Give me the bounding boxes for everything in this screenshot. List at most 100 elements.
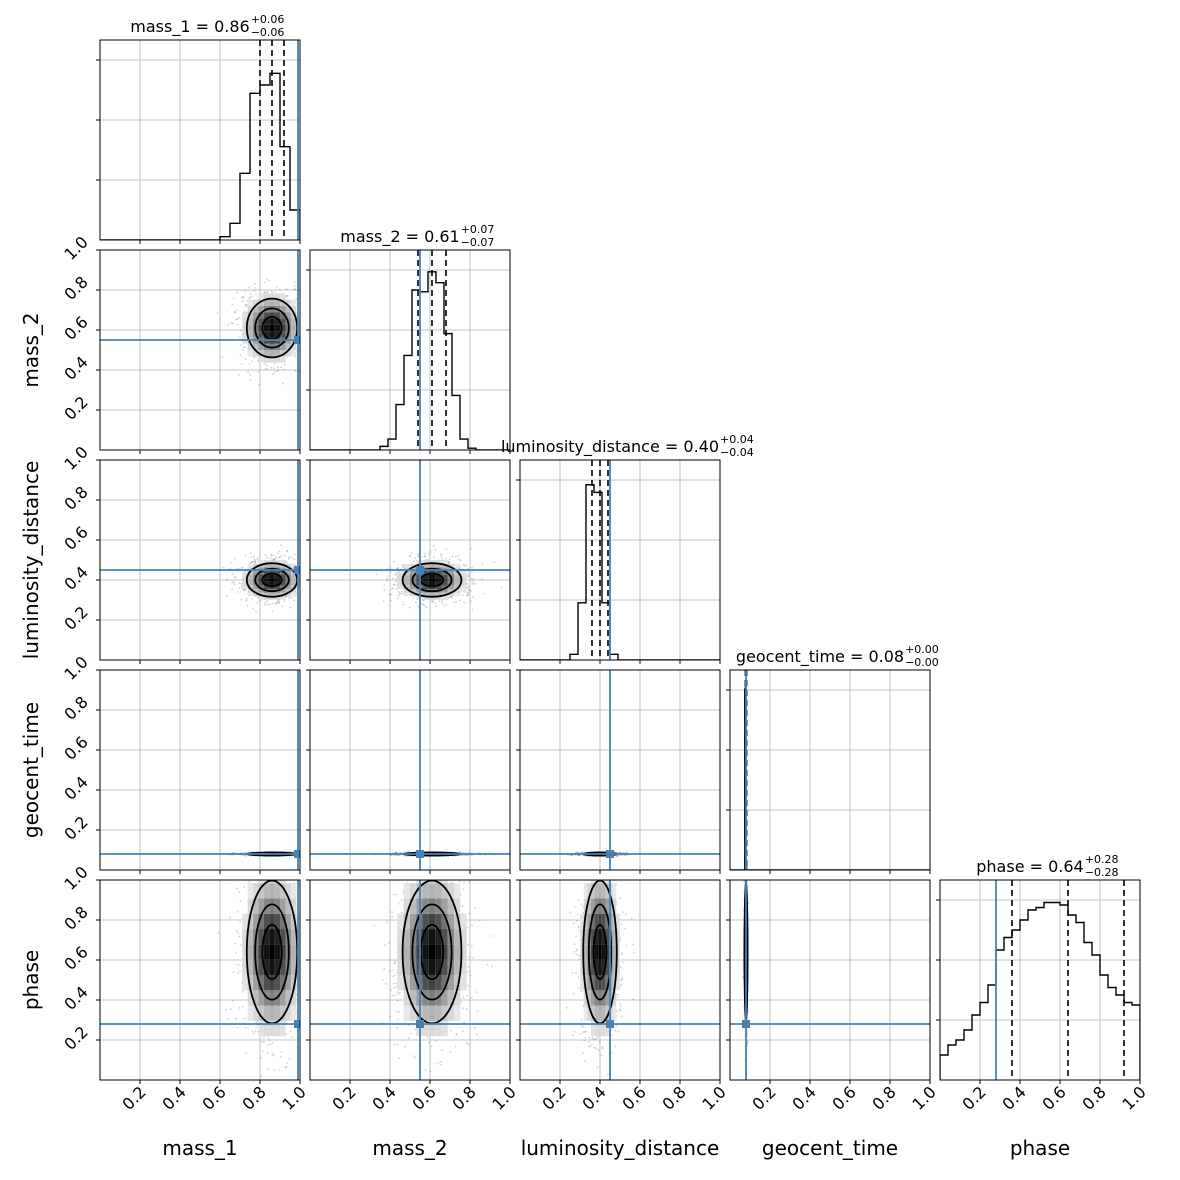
panel-frame	[519, 879, 721, 1081]
contour-2	[254, 567, 290, 593]
grid-lines	[310, 460, 510, 660]
x-tick-label: 1.0	[1118, 1082, 1149, 1113]
x-tick-label: 0.4	[788, 1082, 819, 1113]
y-axis-label-mass_2: mass_2	[19, 312, 43, 387]
x-tick-label: 0.8	[238, 1082, 269, 1113]
y-tick-label: 0.4	[60, 352, 91, 383]
title-upper-error: +0.06	[251, 13, 285, 26]
y-tick-label: 0.2	[60, 812, 91, 843]
truth-marker	[606, 1020, 614, 1028]
x-tick-label: 1.0	[698, 1082, 729, 1113]
x-tick-label: 0.4	[998, 1082, 1029, 1113]
grid-lines	[520, 880, 720, 1080]
title-upper-error: +0.00	[905, 643, 939, 656]
joint-panel-luminosity_distance-vs-geocent_time	[516, 669, 721, 874]
joint-panel-mass_1-vs-mass_2: 0.2 0.4 0.6 0.8 1.0 mass_2	[19, 232, 301, 454]
histogram-geocent_time	[730, 684, 930, 870]
y-tick-label: 0.6	[60, 942, 91, 973]
y-tick-label: 0.6	[60, 732, 91, 763]
panel-title-phase: phase = 0.64	[976, 857, 1083, 876]
truth-marker	[294, 336, 300, 344]
marginal-panel-luminosity_distance: luminosity_distance = 0.40 +0.04−0.04	[501, 433, 754, 664]
panel-frame	[729, 879, 931, 1081]
grid-lines	[730, 880, 930, 1080]
title-lower-error: −0.06	[251, 26, 285, 39]
y-tick-label: 1.0	[60, 232, 91, 263]
truth-marker	[416, 566, 424, 574]
marginal-panel-mass_1: mass_1 = 0.86 +0.06−0.06	[96, 13, 301, 244]
truth-marker	[606, 850, 614, 858]
truth-marker	[416, 850, 424, 858]
contour-1	[261, 923, 283, 981]
y-tick-label: 0.8	[60, 482, 91, 513]
y-tick-label: 0.8	[60, 272, 91, 303]
y-tick-label: 1.0	[60, 652, 91, 683]
histogram-mass_2	[310, 271, 510, 450]
x-tick-label: 0.8	[448, 1082, 479, 1113]
x-tick-label: 0.6	[828, 1082, 859, 1113]
x-axis-label-phase: phase	[1010, 1136, 1070, 1160]
y-axis-label-phase: phase	[19, 950, 43, 1010]
y-tick-label: 1.0	[60, 862, 91, 893]
contour-2	[254, 903, 290, 1001]
joint-panel-mass_1-vs-geocent_time: 0.2 0.4 0.6 0.8 1.0 geocent_time	[19, 652, 301, 874]
panel-title-luminosity_distance: luminosity_distance = 0.40	[501, 437, 719, 457]
panel-frame	[99, 249, 301, 451]
panel-frame	[309, 459, 511, 661]
panel-frame	[309, 249, 511, 451]
y-tick-label: 1.0	[60, 442, 91, 473]
y-tick-label: 0.2	[60, 392, 91, 423]
y-tick-label: 0.2	[60, 602, 91, 633]
panel-frame	[939, 879, 1141, 1081]
x-tick-label: 0.6	[408, 1082, 439, 1113]
x-tick-label: 0.6	[1038, 1082, 1069, 1113]
x-tick-label: 0.8	[868, 1082, 899, 1113]
y-axis-label-geocent_time: geocent_time	[19, 702, 43, 838]
y-tick-label: 0.6	[60, 312, 91, 343]
grid-lines	[520, 670, 720, 870]
y-tick-label: 0.8	[60, 692, 91, 723]
panel-frame	[729, 669, 931, 871]
marginal-panel-mass_2: mass_2 = 0.61 +0.07−0.07	[306, 223, 511, 454]
y-tick-label: 0.4	[60, 982, 91, 1013]
contour-2	[587, 903, 613, 1001]
grid-lines	[520, 460, 720, 660]
x-tick-label: 0.8	[658, 1082, 689, 1113]
grid-lines	[100, 460, 300, 660]
panel-frame	[99, 879, 301, 1081]
x-tick-label: 0.2	[118, 1082, 149, 1113]
y-tick-label: 0.4	[60, 562, 91, 593]
x-tick-label: 0.2	[328, 1082, 359, 1113]
grid-lines	[940, 880, 1140, 1080]
x-tick-label: 0.4	[368, 1082, 399, 1113]
x-axis-label-geocent_time: geocent_time	[762, 1136, 898, 1160]
x-tick-label: 1.0	[488, 1082, 519, 1113]
panel-frame	[99, 669, 301, 871]
x-tick-label: 0.2	[538, 1082, 569, 1113]
y-tick-label: 0.4	[60, 772, 91, 803]
joint-panel-mass_2-vs-luminosity_distance	[306, 459, 511, 664]
x-axis-label-mass_2: mass_2	[372, 1136, 447, 1160]
panel-frame	[99, 459, 301, 661]
x-tick-label: 0.6	[198, 1082, 229, 1113]
truth-marker	[294, 850, 300, 858]
histogram-phase	[940, 901, 1140, 1080]
title-lower-error: −0.00	[905, 656, 939, 669]
contour-1	[592, 923, 608, 981]
density-shading	[242, 880, 300, 1037]
panel-frame	[519, 669, 721, 871]
contour-1	[261, 572, 283, 588]
x-tick-label: 0.8	[1078, 1082, 1109, 1113]
contour-2	[411, 903, 453, 1001]
y-axis-label-luminosity_distance: luminosity_distance	[19, 461, 43, 660]
grid-lines	[310, 670, 510, 870]
x-tick-label: 1.0	[278, 1082, 309, 1113]
joint-panel-geocent_time-vs-phase: 0.2 0.4 0.6 0.8 1.0 geocent_time	[726, 879, 940, 1160]
joint-panel-luminosity_distance-vs-phase: 0.2 0.4 0.6 0.8 1.0 luminosity_distance	[516, 879, 730, 1160]
joint-panel-mass_2-vs-phase: 0.2 0.4 0.6 0.8 1.0 mass_2	[306, 879, 520, 1160]
joint-panel-mass_2-vs-geocent_time	[306, 669, 511, 874]
y-tick-label: 0.8	[60, 902, 91, 933]
truth-marker	[742, 1020, 750, 1028]
title-upper-error: +0.28	[1085, 853, 1119, 866]
density-shading	[242, 560, 300, 600]
